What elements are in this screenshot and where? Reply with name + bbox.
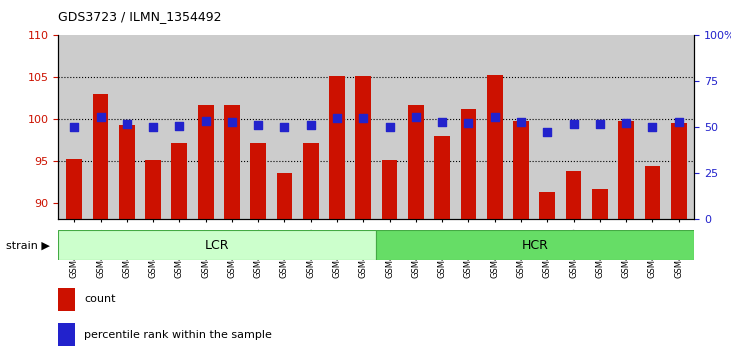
Bar: [58, 323, 75, 346]
Point: [147, 124, 159, 130]
Point: [279, 124, 290, 130]
Bar: [513, 121, 529, 354]
Text: strain ▶: strain ▶: [6, 240, 50, 250]
Point: [542, 129, 553, 135]
Point: [121, 121, 132, 127]
Bar: [592, 189, 607, 354]
Bar: [671, 123, 686, 354]
Bar: [329, 75, 345, 354]
Bar: [487, 75, 503, 354]
Point: [646, 124, 658, 129]
Point: [568, 121, 580, 127]
Bar: [461, 109, 477, 354]
Bar: [250, 143, 266, 354]
Point: [357, 115, 369, 121]
Bar: [93, 94, 108, 354]
Point: [436, 119, 448, 125]
Point: [673, 119, 684, 125]
Text: LCR: LCR: [205, 239, 230, 252]
Point: [384, 125, 395, 130]
Bar: [224, 105, 240, 354]
Bar: [645, 166, 660, 354]
Point: [621, 120, 632, 126]
Point: [173, 124, 185, 129]
Point: [226, 119, 238, 125]
Bar: [145, 160, 161, 354]
Bar: [566, 171, 581, 354]
Point: [305, 122, 317, 128]
Bar: [434, 136, 450, 354]
Bar: [618, 121, 634, 354]
Text: GDS3723 / ILMN_1354492: GDS3723 / ILMN_1354492: [58, 10, 222, 23]
Point: [69, 124, 80, 129]
Text: count: count: [84, 295, 115, 304]
Point: [463, 120, 474, 126]
Point: [410, 114, 422, 120]
Text: HCR: HCR: [522, 239, 549, 252]
Bar: [58, 288, 75, 311]
Bar: [172, 143, 187, 354]
Point: [200, 118, 211, 124]
Bar: [408, 105, 424, 354]
Point: [252, 122, 264, 127]
Bar: [276, 173, 292, 354]
Bar: [58, 230, 376, 260]
Point: [489, 114, 501, 120]
Bar: [376, 230, 694, 260]
Bar: [382, 160, 398, 354]
Bar: [539, 192, 555, 354]
Bar: [198, 105, 213, 354]
Bar: [303, 143, 319, 354]
Bar: [67, 159, 82, 354]
Point: [515, 119, 527, 125]
Point: [594, 121, 606, 127]
Point: [331, 115, 343, 121]
Text: percentile rank within the sample: percentile rank within the sample: [84, 330, 272, 339]
Bar: [355, 76, 371, 354]
Point: [95, 114, 107, 120]
Bar: [119, 125, 135, 354]
